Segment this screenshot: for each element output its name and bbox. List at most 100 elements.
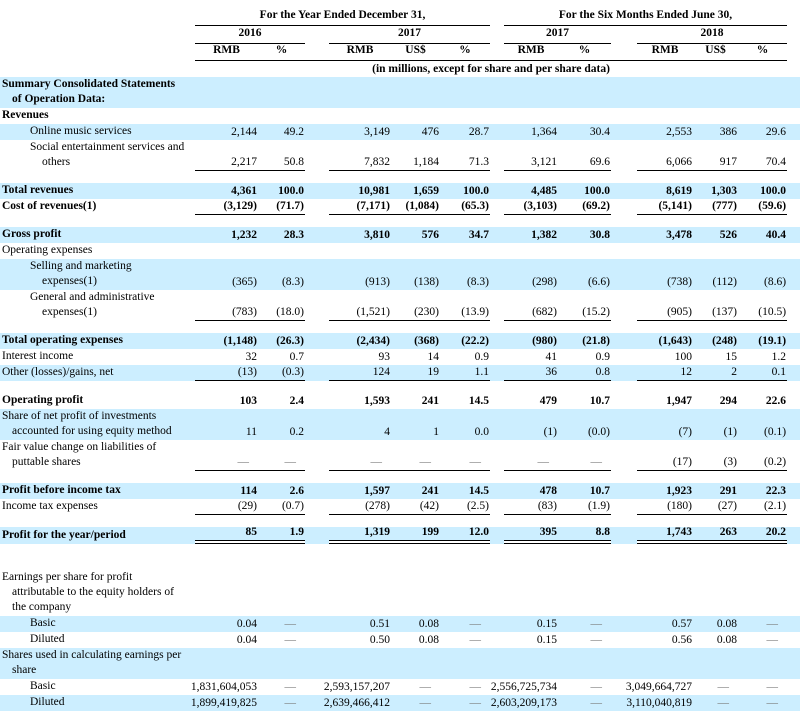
row-label: Interest income [0,349,195,365]
cell-value: 100 [674,351,693,363]
row-label-line: accounted for using equity method [12,425,172,437]
cell-value: (368) [414,335,439,347]
column-gap [305,393,329,409]
cell: (1,084) [391,199,440,215]
table-row: Interest income 32 0.7 93 14 0.9 41 0.9 100 15 1.2 [0,349,800,365]
cell-value: (298) [532,276,558,288]
cell: (2.5) [440,499,491,515]
cell: 479 [504,393,558,409]
cell-value: (8.3) [466,276,490,288]
cell: 4 [329,409,391,440]
cell: 69.6 [558,140,612,171]
cell: (10.5) [738,290,788,321]
cell-value: (783) [232,306,257,318]
column-gap [611,499,637,515]
column-gap [490,183,505,199]
spacer-row [0,381,800,393]
cell-value: — [469,681,482,693]
cell: 114 [195,483,258,499]
table-row: Operating profit 103 2.4 1,593 241 14.5 479 10.… [0,393,800,409]
cell-value: 2,593,157,207 [323,681,390,693]
cell: (1) [693,409,739,440]
row-label-line: Fair value change on liabilities of [2,441,157,453]
row-padding [787,333,800,349]
column-gap [611,365,638,381]
cell: 1,947 [637,393,693,409]
row-label-line: of Operation Data: [12,93,106,105]
cell-value: 28.3 [283,229,304,241]
cell: 100 [637,349,693,365]
column-gap [305,483,329,499]
row-label-line: others [42,156,71,168]
cell: 1,303 [693,183,739,199]
cell: 476 [391,124,440,140]
cell: 2,144 [195,124,258,140]
cell-value: — [766,618,779,630]
cell: 70.4 [738,140,788,171]
cell: (2,434) [329,333,391,349]
row-label: Total revenues [0,183,195,199]
cell: 40.4 [738,227,788,243]
cell: (69.2) [558,199,612,215]
cell-value: (1) [543,426,558,438]
cell: (913) [329,259,391,290]
cell: (230) [391,290,440,321]
cell-value: 1,659 [413,185,439,197]
cell-value: (8.3) [281,276,304,288]
cell: 12.0 [440,526,491,544]
table-row: Fair value change on liabilities of putta… [0,440,800,471]
cell-value: 1,382 [531,229,558,241]
cell: 1,831,604,053 [191,679,258,695]
cell: (1.9) [558,499,612,515]
cell-value: 478 [539,485,558,497]
cell: (83) [504,499,559,515]
cell: — [738,679,787,695]
cell: 85 [195,526,258,544]
table-row: Shares used in calculating earnings per s… [0,648,800,679]
empty-cells [195,243,800,259]
column-header: US$ [391,44,440,61]
cell-value: — [590,634,603,646]
cell-value: — [469,697,482,709]
cell: 0.08 [391,632,440,648]
column-gap [305,632,329,648]
table-row: Diluted 1,899,419,825 — 2,639,466,412 — — 2,60… [0,695,800,711]
column-gap [611,333,638,349]
cell: 0.15 [504,616,559,632]
cell-value: 4,361 [231,185,257,197]
cell: 1,899,419,825 [191,695,258,711]
column-gap [611,140,637,171]
cell-value: 241 [421,395,439,407]
row-label: Income tax expenses [0,499,195,515]
cell-value: 14.5 [468,395,490,407]
cell-value: 0.0 [474,426,490,438]
cell: 49.2 [258,124,305,140]
column-gap [305,349,329,365]
row-label-line: attributable to the equity holders of [12,586,174,598]
group-gap [490,8,504,26]
cell: 241 [391,393,440,409]
cell: (29) [195,499,258,515]
column-gap [611,290,637,321]
row-label-line: Earnings per share for profit [2,571,133,583]
cell-value: (3,129) [223,200,257,212]
row-padding [787,199,800,215]
table-row: Summary Consolidated Statements of Operat… [0,77,800,108]
cell-value: 917 [719,156,738,168]
cell: (0.0) [558,409,612,440]
table-row: Revenues [0,108,800,124]
cell-value: (365) [232,276,257,288]
row-padding [787,409,800,440]
cell-value: (980) [532,335,558,347]
cell: (0.1) [738,409,788,440]
column-gap [305,140,329,171]
year-header-2016: 2016 [195,26,305,44]
cell-value: 0.9 [595,351,611,363]
cell: — [391,679,440,695]
cell-value: 0.50 [369,634,390,646]
cell-value: 2,556,725,734 [490,681,558,693]
cell: 14.5 [440,483,491,499]
cell-value: 479 [539,395,558,407]
cell-value: 0.04 [236,618,257,630]
row-label: Revenues [0,108,195,124]
